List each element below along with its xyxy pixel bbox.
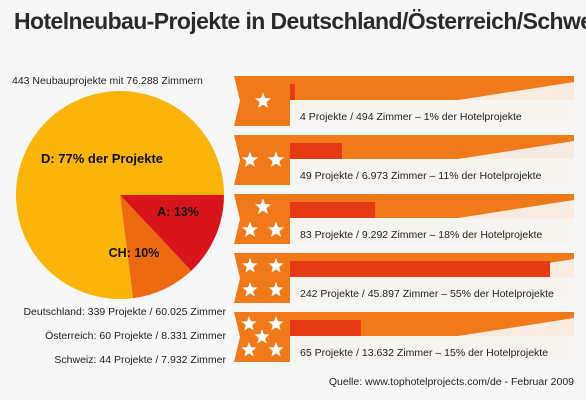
pie-label-d: D: 77% der Projekte [41,151,163,166]
star-icon [241,221,259,237]
star-icon [267,151,285,167]
star-icon [241,316,257,331]
star-icon [254,329,270,344]
star-icon [268,342,284,357]
pie-label-ch: CH: 10% [109,246,160,260]
country-switzerland: Schweiz: 44 Projekte / 7.932 Zimmer [54,354,226,366]
star-icon [254,92,272,108]
star-icon [242,258,258,273]
star-icon [242,282,258,297]
star-icon [241,151,259,167]
bar-4 [290,261,550,277]
label-strip [290,277,574,303]
bar-label-1: 4 Projekte / 494 Zimmer – 1% der Hotelpr… [300,111,522,123]
label-strip [290,159,574,185]
star-icon [268,316,284,331]
chart-title: Hotelneubau-Projekte in Deutschland/Öste… [14,8,586,34]
star-icon [268,282,284,297]
pie-slice-ch [120,195,192,299]
pie-chart: D: 77% der Projekte A: 13% CH: 10% [16,91,224,300]
bar-label-5: 65 Projekte / 13.632 Zimmer – 15% der Ho… [300,347,548,359]
bar-2 [290,143,342,159]
star-icon [268,258,284,273]
bar-1 [290,84,295,100]
bar-5 [290,320,361,336]
label-strip [290,336,574,362]
star-icon [241,342,257,357]
bar-3 [290,202,376,218]
bar-row-4: 242 Projekte / 45.897 Zimmer – 55% der H… [234,253,574,303]
bar-label-3: 83 Projekte / 9.292 Zimmer – 18% der Hot… [300,229,542,241]
label-strip [290,218,574,244]
bar-row-3: 83 Projekte / 9.292 Zimmer – 18% der Hot… [234,194,574,244]
pie-label-a: A: 13% [157,205,199,219]
star-icon [267,221,285,237]
chart-subtitle: 443 Neubauprojekte mit 76.288 Zimmern [12,75,203,87]
source-note: Quelle: www.tophotelprojects.com/de - Fe… [328,376,574,388]
bar-row-5: 65 Projekte / 13.632 Zimmer – 15% der Ho… [234,312,574,362]
star-icon [254,198,272,214]
country-germany: Deutschland: 339 Projekte / 60.025 Zimme… [23,306,226,318]
bar-row-2: 49 Projekte / 6.973 Zimmer – 11% der Hot… [234,135,574,185]
country-austria: Österreich: 60 Projekte / 8.331 Zimmer [45,330,226,342]
bar-label-4: 242 Projekte / 45.897 Zimmer – 55% der H… [300,288,554,300]
bar-label-2: 49 Projekte / 6.973 Zimmer – 11% der Hot… [300,170,542,182]
bar-row-1: 4 Projekte / 494 Zimmer – 1% der Hotelpr… [234,76,574,126]
label-strip [290,100,574,126]
pie-slice-a [120,195,224,271]
